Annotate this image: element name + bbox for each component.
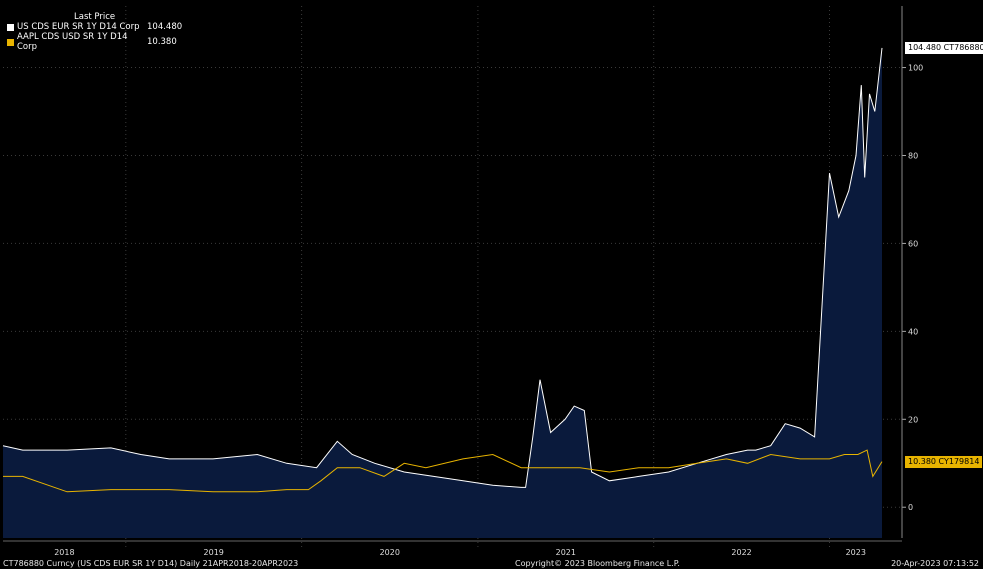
legend-item-value: 104.480 (147, 22, 183, 32)
y-tick-label: 80 (908, 151, 918, 160)
legend-item-name: US CDS EUR SR 1Y D14 Corp (17, 22, 140, 32)
y-tick-label: 100 (908, 64, 923, 73)
x-tick-label: 2018 (54, 548, 74, 557)
legend: Last Price US CDS EUR SR 1Y D14 Corp 104… (7, 12, 182, 52)
last-price-tag-white: 104.480 CT786880 (905, 41, 983, 54)
legend-item-name: AAPL CDS USD SR 1Y D14 Corp (17, 32, 128, 52)
x-tick-label: 2022 (731, 548, 751, 557)
footer-copyright: Copyright© 2023 Bloomberg Finance L.P. (515, 559, 680, 568)
y-tick-label: 20 (908, 415, 918, 424)
series-layer (2, 47, 883, 539)
legend-title: Last Price (74, 12, 116, 22)
footer-security-info: CT786880 Curncy (US CDS EUR SR 1Y D14) D… (3, 559, 299, 568)
x-tick-label: 2019 (204, 548, 224, 557)
legend-item: AAPL CDS USD SR 1Y D14 Corp 10.380 (7, 32, 182, 52)
series-line-0 (2, 47, 883, 488)
series-area-0 (3, 47, 882, 539)
footer-timestamp: 20-Apr-2023 07:13:52 (891, 559, 979, 568)
x-tick-label: 2020 (380, 548, 400, 557)
x-tick-label: 2021 (556, 548, 576, 557)
legend-item: US CDS EUR SR 1Y D14 Corp 104.480 (7, 22, 182, 32)
y-tick-label: 60 (908, 239, 918, 248)
series-line-1 (3, 449, 883, 493)
legend-item-value: 10.380 (147, 37, 177, 47)
last-price-tag-yellow: 10.380 CY179814 (905, 455, 983, 468)
x-tick-label: 2023 (846, 548, 866, 557)
axis-layer: 0 20 40 60 80 100 2018 2019 2020 2021 2022 2023 (3, 6, 923, 557)
y-tick-label: 0 (908, 503, 913, 512)
y-tick-label: 40 (908, 327, 918, 336)
legend-swatch-yellow (7, 38, 14, 46)
legend-swatch-white (7, 23, 14, 31)
